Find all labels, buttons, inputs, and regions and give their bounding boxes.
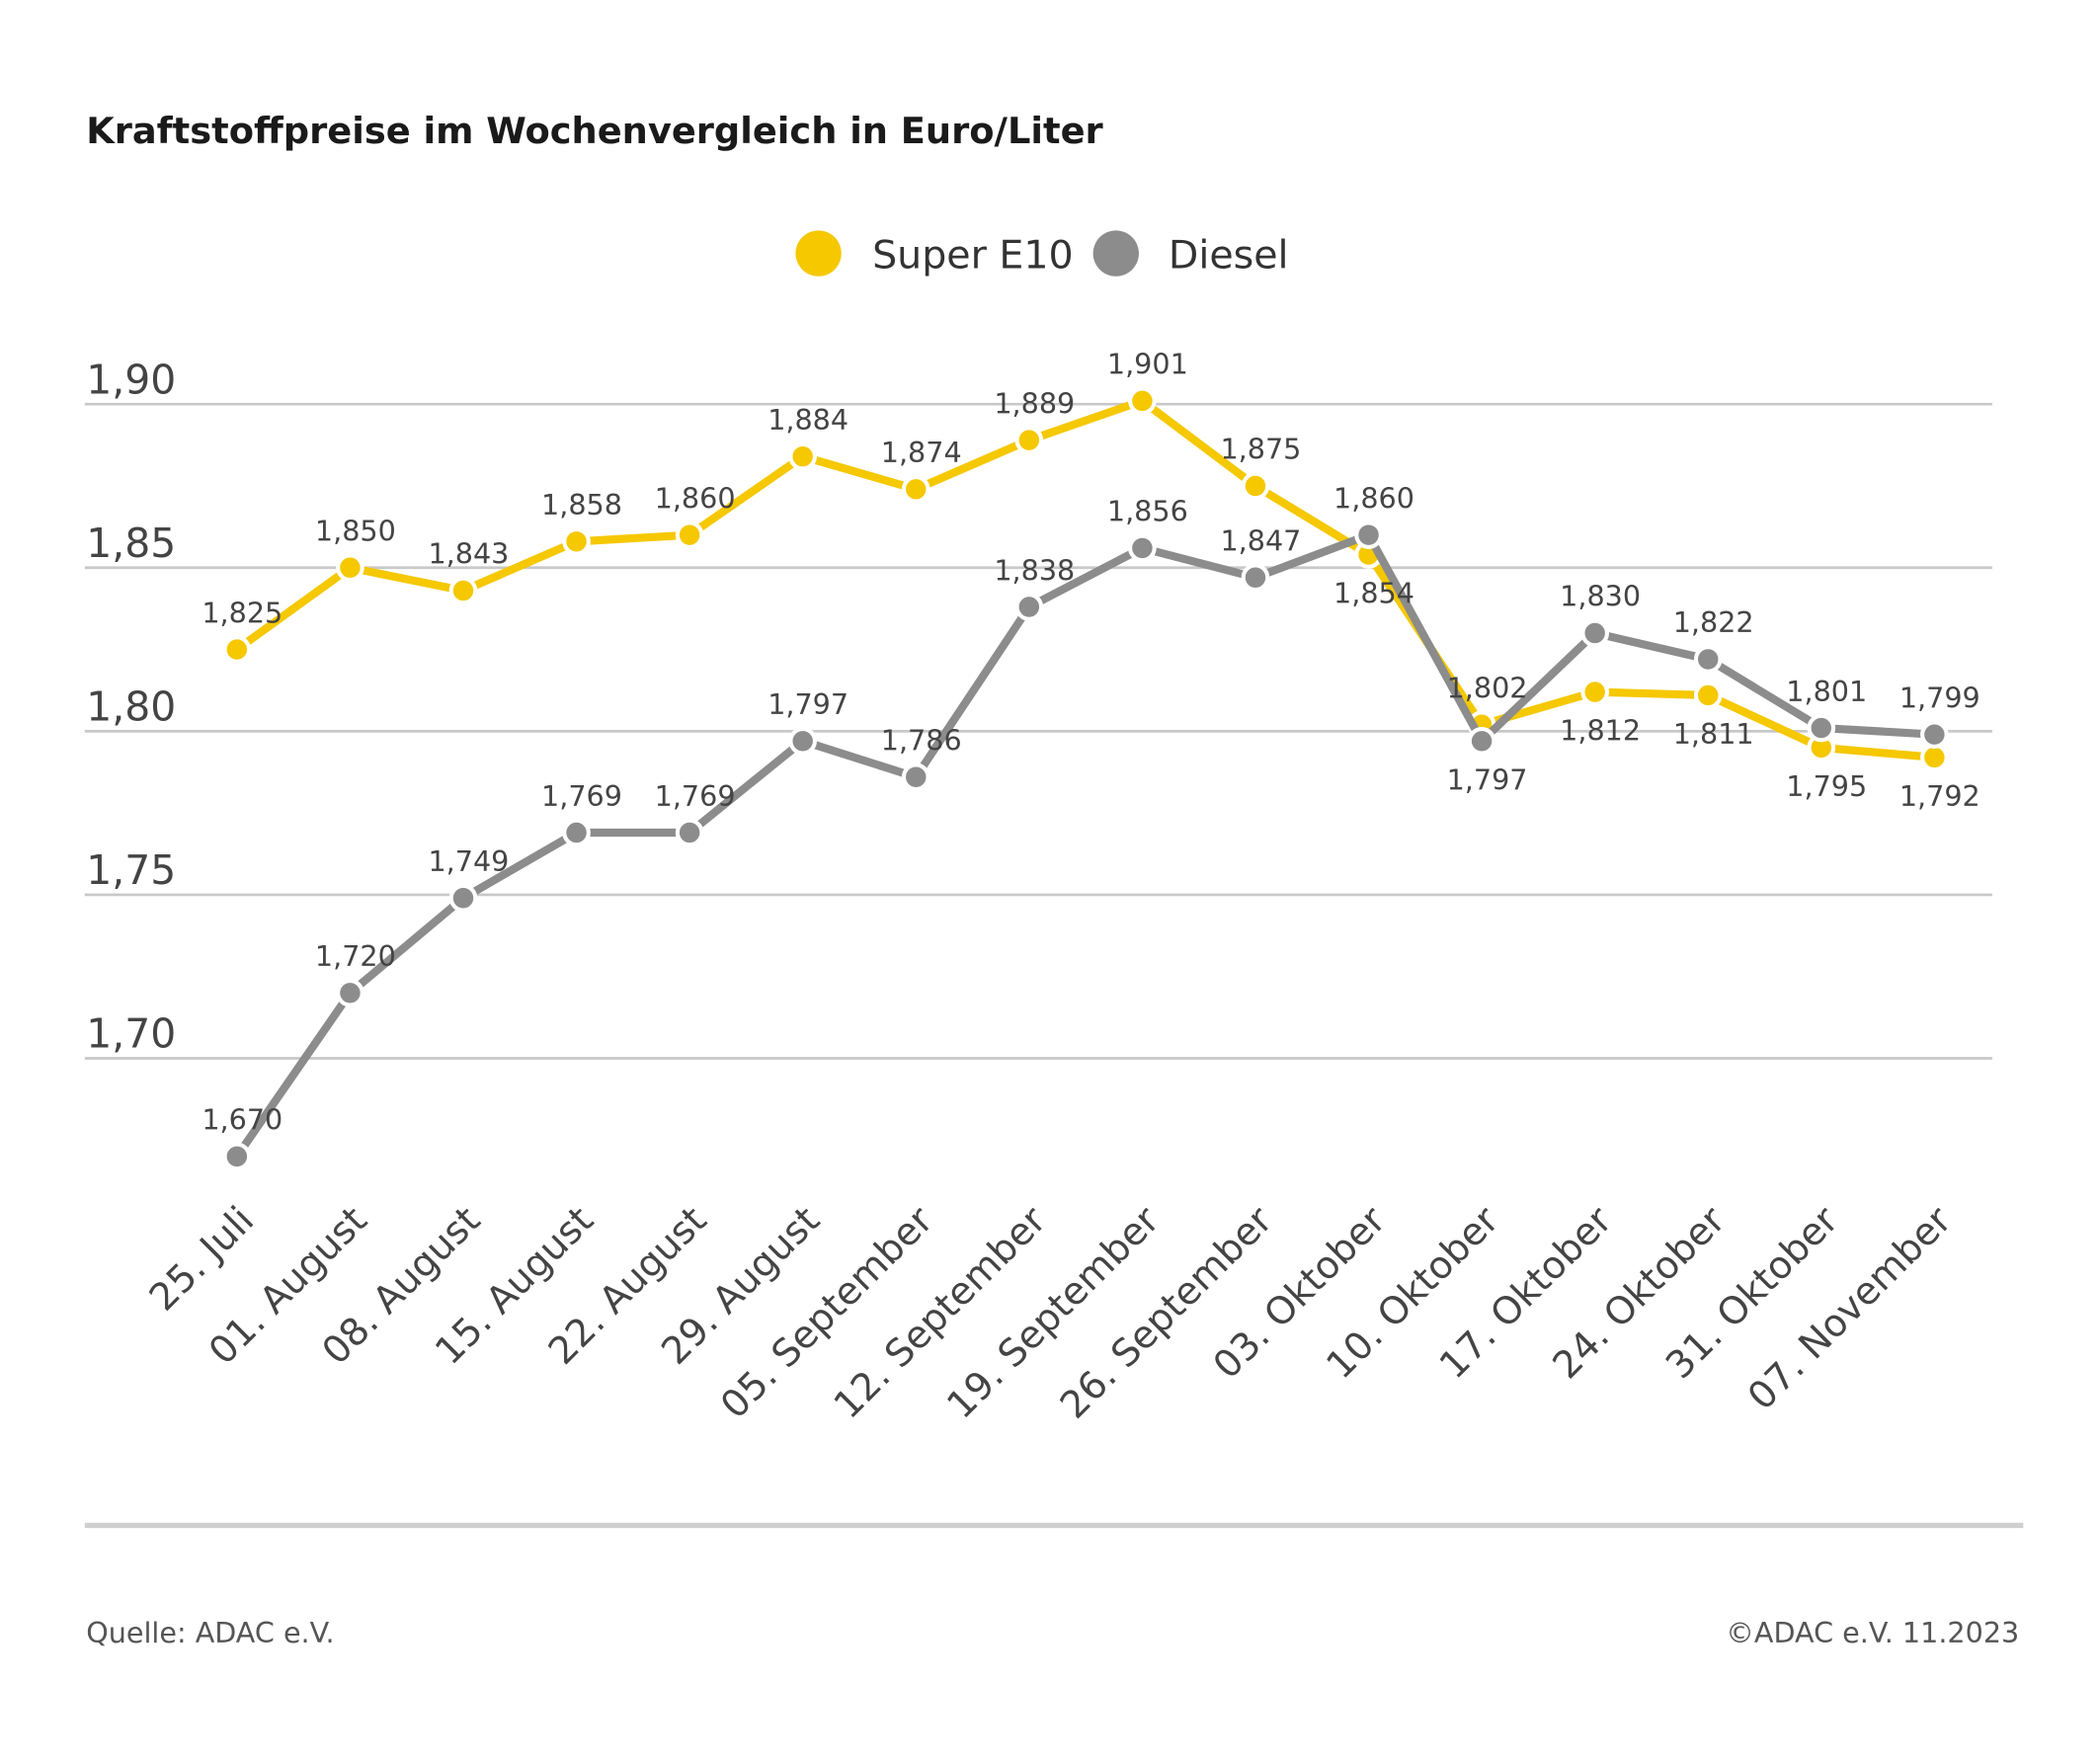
y-tick-label: 1,80: [86, 682, 176, 730]
data-label: 1,838: [994, 553, 1075, 587]
data-point: [1580, 678, 1609, 706]
data-point: [788, 441, 818, 471]
data-point: [1241, 563, 1270, 593]
series-super-e10: [222, 386, 1949, 772]
data-label: 1,720: [315, 939, 396, 973]
data-label: 1,847: [1220, 523, 1301, 557]
x-tick-label: 07. November: [1739, 1198, 1960, 1418]
data-point: [1241, 471, 1270, 501]
data-label: 1,843: [428, 537, 509, 571]
series-diesel: [222, 521, 1949, 1171]
data-point: [336, 553, 364, 583]
data-label: 1,825: [202, 596, 283, 629]
legend: Super E10 Diesel: [795, 230, 1289, 279]
data-point: [448, 576, 478, 605]
data-label: 1,901: [1107, 348, 1188, 381]
legend-swatch-super-e10: [795, 230, 842, 277]
data-label: 1,856: [1107, 495, 1188, 528]
legend-label-diesel: Diesel: [1169, 233, 1289, 279]
data-point: [1128, 386, 1157, 416]
data-label: 1,792: [1899, 779, 1980, 813]
data-point: [1580, 618, 1609, 648]
data-point: [675, 521, 704, 549]
y-tick-label: 1,70: [86, 1010, 176, 1058]
data-label: 1,811: [1673, 717, 1754, 751]
data-point: [1014, 426, 1044, 454]
data-label: 1,860: [655, 481, 736, 515]
data-point: [1014, 593, 1044, 621]
data-point: [1920, 720, 1949, 749]
series-line: [233, 530, 1935, 1160]
data-point: [1354, 521, 1383, 549]
x-tick-label: 26. September: [1052, 1198, 1281, 1427]
data-point: [448, 883, 478, 913]
data-point: [336, 978, 364, 1007]
data-label: 1,801: [1786, 675, 1867, 708]
data-label: 1,749: [428, 844, 509, 878]
y-tick-label: 1,85: [86, 520, 176, 567]
data-point: [788, 726, 818, 756]
data-label: 1,889: [994, 386, 1075, 420]
data-label: 1,795: [1786, 769, 1867, 803]
data-label: 1,670: [202, 1103, 283, 1137]
x-tick-label: 05. September: [712, 1198, 941, 1427]
data-point: [675, 818, 704, 847]
data-point: [901, 474, 930, 504]
x-tick-label: 12. September: [826, 1198, 1055, 1427]
x-tick-label: 19. September: [938, 1198, 1168, 1427]
data-label: 1,854: [1333, 577, 1414, 610]
data-labels-diesel: 1,670 1,720 1,749 1,769 1,769 1,797 1,786 1,838…: [202, 481, 1979, 1136]
data-label: 1,850: [315, 515, 396, 548]
data-label: 1,822: [1673, 605, 1754, 639]
data-label: 1,860: [1333, 481, 1414, 515]
y-tick-label: 1,75: [86, 846, 176, 894]
data-labels-super-e10: 1,825 1,850 1,843 1,858 1,860 1,884 1,874 1,889…: [202, 348, 1979, 813]
legend-label-super-e10: Super E10: [872, 233, 1074, 279]
data-label: 1,786: [881, 723, 962, 757]
data-point: [562, 818, 591, 847]
data-point: [1128, 533, 1157, 563]
data-label: 1,884: [767, 403, 848, 437]
data-label: 1,830: [1560, 580, 1641, 613]
data-point: [222, 1142, 252, 1171]
chart-title: Kraftstoffpreise im Wochenvergleich in E…: [86, 110, 1103, 152]
data-point: [1920, 743, 1949, 772]
data-point: [562, 526, 591, 556]
data-label: 1,769: [541, 779, 622, 813]
data-label: 1,797: [767, 687, 848, 721]
legend-swatch-diesel: [1092, 230, 1139, 277]
copyright-note: ©ADAC e.V. 11.2023: [1726, 1616, 2019, 1649]
data-label: 1,799: [1899, 681, 1980, 714]
data-label: 1,812: [1560, 714, 1641, 748]
data-label: 1,858: [541, 488, 622, 521]
data-point: [222, 635, 252, 664]
data-label: 1,797: [1447, 762, 1528, 796]
data-point: [901, 762, 930, 792]
source-note: Quelle: ADAC e.V.: [86, 1616, 334, 1649]
data-label: 1,875: [1220, 433, 1301, 466]
data-label: 1,802: [1447, 671, 1528, 704]
data-point: [1467, 726, 1496, 756]
data-point: [1807, 713, 1836, 743]
data-label: 1,874: [881, 436, 962, 469]
data-point: [1693, 645, 1723, 674]
data-label: 1,769: [655, 779, 736, 813]
data-point: [1693, 681, 1723, 710]
y-tick-label: 1,90: [86, 356, 176, 403]
series-line: [234, 396, 1935, 762]
